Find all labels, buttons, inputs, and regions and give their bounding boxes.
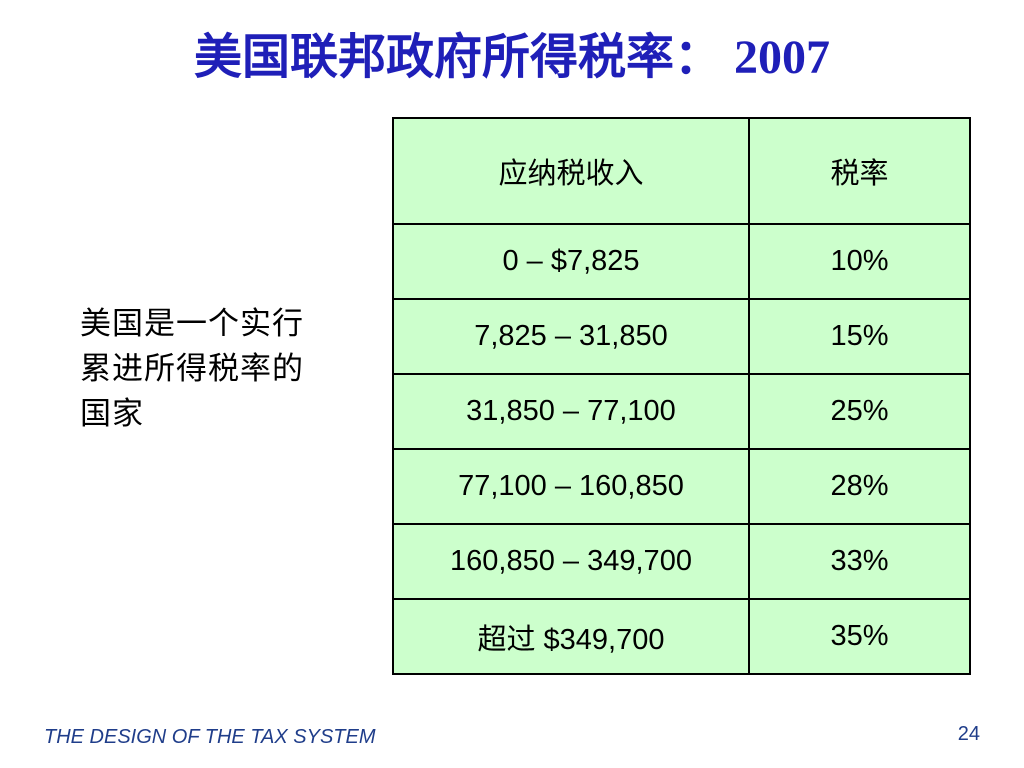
footer-text: THE DESIGN OF THE TAX SYSTEM (44, 726, 376, 748)
table-row: 0 – $7,825 10% (392, 223, 971, 300)
table-row: 160,850 – 349,700 33% (392, 523, 971, 600)
income-bracket-cell: 77,100 – 160,850 (392, 448, 750, 525)
table-row: 7,825 – 31,850 15% (392, 298, 971, 375)
tax-rate-cell: 28% (748, 448, 971, 525)
income-bracket-cell: 0 – $7,825 (392, 223, 750, 300)
income-bracket-cell: 超过 $349,700 (392, 598, 750, 675)
income-bracket-cell: 31,850 – 77,100 (392, 373, 750, 450)
table-row: 77,100 – 160,850 28% (392, 448, 971, 525)
tax-rate-cell: 15% (748, 298, 971, 375)
income-bracket-cell: 7,825 – 31,850 (392, 298, 750, 375)
tax-rate-cell: 10% (748, 223, 971, 300)
slide-title: 美国联邦政府所得税率： 2007 (193, 31, 830, 84)
table-row: 31,850 – 77,100 25% (392, 373, 971, 450)
tax-rate-cell: 35% (748, 598, 971, 675)
header-taxable-income: 应纳税收入 (392, 117, 750, 225)
side-note: 美国是一个实行累进所得税率的国家 (80, 306, 304, 432)
tax-rate-cell: 33% (748, 523, 971, 600)
tax-rate-table: 应纳税收入 税率 0 – $7,825 10% 7,825 – 31,850 1… (392, 117, 971, 675)
income-bracket-cell: 160,850 – 349,700 (392, 523, 750, 600)
page-number: 24 (957, 723, 980, 745)
header-tax-rate: 税率 (748, 117, 971, 225)
tax-rate-cell: 25% (748, 373, 971, 450)
table-header-row: 应纳税收入 税率 (392, 117, 971, 225)
table-row: 超过 $349,700 35% (392, 598, 971, 675)
